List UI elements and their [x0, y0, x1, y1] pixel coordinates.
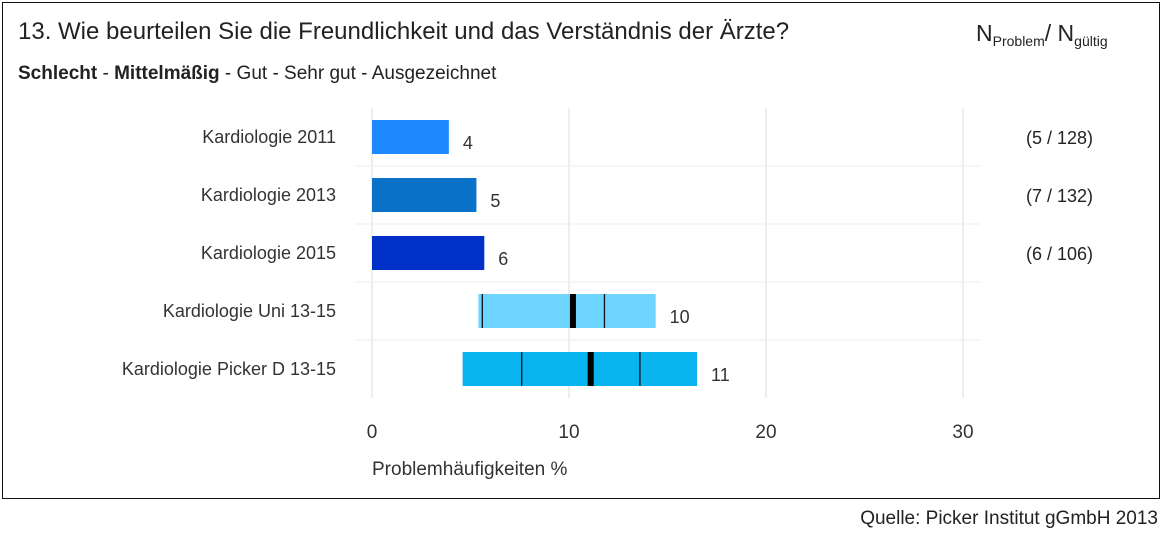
- data-label: 4: [463, 133, 473, 153]
- n-main-1: N: [976, 20, 993, 46]
- n-count-label: (5 / 128): [1026, 128, 1093, 148]
- scale-medium: Mittelmäßig: [114, 63, 220, 84]
- category-label: Kardiologie 2015: [201, 243, 336, 263]
- scale-rest: - Gut - Sehr gut - Ausgezeichnet: [219, 63, 497, 84]
- x-tick-label: 0: [367, 422, 378, 443]
- bar: [372, 236, 485, 270]
- n-separator: / N: [1044, 20, 1075, 46]
- bar: [462, 352, 698, 386]
- data-label: 5: [490, 191, 500, 211]
- n-sub-valid: gültig: [1074, 33, 1108, 49]
- bar-median-marker: [587, 352, 594, 386]
- n-count-label: (7 / 132): [1026, 186, 1093, 206]
- x-tick-label: 10: [558, 422, 579, 443]
- bar: [478, 294, 656, 328]
- scale-bad: Schlecht: [18, 63, 98, 84]
- category-label: Kardiologie Picker D 13-15: [122, 359, 336, 379]
- bar-chart: Kardiologie 2011 4 (5 / 128) Kardiologie 20…: [122, 108, 1093, 480]
- bar: [372, 120, 449, 154]
- x-tick-label: 20: [755, 422, 776, 443]
- category-label: Kardiologie 2011: [202, 127, 336, 147]
- scale-sep: -: [97, 63, 115, 84]
- category-label: Kardiologie Uni 13-15: [163, 301, 336, 321]
- category-label: Kardiologie 2013: [201, 185, 336, 205]
- bar-median-marker: [569, 294, 576, 328]
- data-label: 11: [711, 365, 730, 385]
- n-legend: NProblem/ Ngültig: [976, 20, 1108, 49]
- n-count-label: (6 / 106): [1026, 244, 1093, 264]
- chart-title: 13. Wie beurteilen Sie die Freundlichkei…: [18, 18, 790, 45]
- source-note: Quelle: Picker Institut gGmbH 2013: [860, 508, 1158, 529]
- data-label: 10: [670, 307, 690, 327]
- data-label: 6: [498, 249, 508, 269]
- bar: [372, 178, 477, 212]
- x-tick-label: 30: [952, 422, 973, 443]
- chart-frame: [2, 2, 1160, 499]
- n-sub-problem: Problem: [992, 33, 1045, 49]
- rating-scale: Schlecht - Mittelmäßig - Gut - Sehr gut …: [18, 63, 496, 85]
- x-axis-label: Problemhäufigkeiten %: [372, 459, 567, 480]
